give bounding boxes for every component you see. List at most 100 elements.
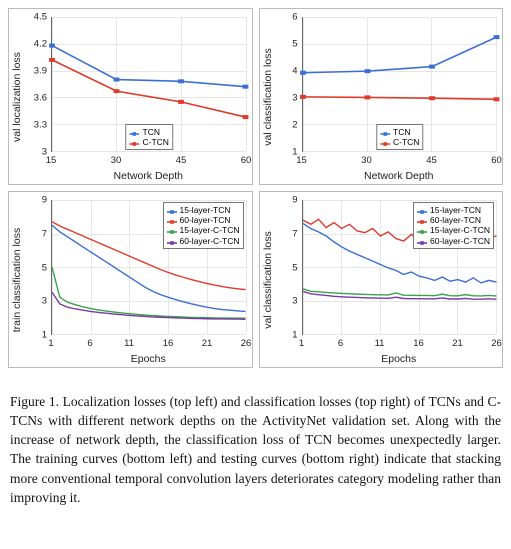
chart-legend: TCNC-TCN [376,124,423,150]
x-axis-label: Network Depth [51,170,246,182]
legend-swatch-icon [130,129,140,135]
x-axis-label: Epochs [302,353,497,365]
legend-swatch-icon [380,129,390,135]
legend-label: 60-layer-C-TCN [430,236,490,246]
chart-top-right: 12345615304560Network Depthval classific… [259,8,504,185]
legend-swatch-icon [167,207,177,213]
legend-label: TCN [143,127,160,137]
series-line [303,97,497,99]
x-axis-label: Epochs [51,353,246,365]
y-axis-label: train classification loss [11,227,23,331]
legend-label: C-TCN [143,137,169,147]
series-marker [49,58,55,62]
legend-item: 15-layer-TCN [417,205,490,215]
y-axis-label: val classification loss [262,231,274,328]
legend-item: 15-layer-C-TCN [167,225,240,235]
chart-top-left: 33.33.63.94.24.515304560Network Depthval… [8,8,253,185]
y-axis-label: val localization loss [11,52,23,142]
legend-item: 60-layer-C-TCN [167,236,240,246]
xtick-label: 16 [163,338,174,349]
series-marker [300,71,306,75]
series-line [52,60,246,117]
series-marker [243,85,249,89]
legend-swatch-icon [167,238,177,244]
legend-label: 15-layer-C-TCN [180,225,240,235]
legend-label: 15-layer-TCN [430,205,481,215]
xtick-label: 1 [299,338,304,349]
legend-label: 60-layer-TCN [180,215,231,225]
series-marker [493,35,499,39]
series-marker [243,115,249,119]
y-axis-label: val classification loss [262,48,274,145]
ytick-label: 6 [260,12,298,23]
series-marker [114,78,120,82]
legend-label: 60-layer-C-TCN [180,236,240,246]
xtick-label: 21 [202,338,213,349]
legend-item: C-TCN [130,137,169,147]
ytick-label: 1 [260,147,298,158]
legend-label: 60-layer-TCN [430,215,481,225]
legend-item: C-TCN [380,137,419,147]
series-marker [114,89,120,93]
ytick-label: 3 [9,147,47,158]
chart-bottom-right: 135791611162126Epochsval classification … [259,191,504,368]
legend-item: TCN [130,127,169,137]
chart-legend: 15-layer-TCN60-layer-TCN15-layer-C-TCN60… [413,202,494,249]
legend-label: C-TCN [393,137,419,147]
series-marker [364,95,370,99]
xtick-label: 6 [87,338,92,349]
legend-label: TCN [393,127,410,137]
legend-label: 15-layer-C-TCN [430,225,490,235]
ytick-label: 9 [260,195,298,206]
legend-item: TCN [380,127,419,137]
xtick-label: 45 [426,155,437,166]
legend-swatch-icon [417,238,427,244]
legend-swatch-icon [417,217,427,223]
series-line [52,46,246,87]
xtick-label: 15 [296,155,307,166]
legend-item: 60-layer-TCN [417,215,490,225]
xtick-label: 60 [491,155,502,166]
series-marker [178,100,184,104]
xtick-label: 26 [241,338,252,349]
ytick-label: 1 [260,330,298,341]
xtick-label: 60 [241,155,252,166]
xtick-label: 30 [361,155,372,166]
series-marker [429,65,435,69]
chart-bottom-left: 135791611162126Epochstrain classificatio… [8,191,253,368]
legend-swatch-icon [417,207,427,213]
xtick-label: 26 [491,338,502,349]
figure-charts: 33.33.63.94.24.515304560Network Depthval… [8,8,503,368]
series-line [303,289,497,296]
xtick-label: 11 [375,338,385,349]
legend-swatch-icon [167,227,177,233]
legend-swatch-icon [167,217,177,223]
series-marker [178,79,184,83]
legend-swatch-icon [417,227,427,233]
series-marker [300,95,306,99]
xtick-label: 16 [413,338,424,349]
legend-item: 60-layer-TCN [167,215,240,225]
legend-item: 15-layer-C-TCN [417,225,490,235]
series-marker [49,44,55,48]
figure-caption: Figure 1. Localization losses (top left)… [8,392,503,507]
series-marker [364,69,370,73]
legend-label: 15-layer-TCN [180,205,231,215]
chart-legend: TCNC-TCN [126,124,173,150]
xtick-label: 45 [176,155,187,166]
xtick-label: 21 [452,338,463,349]
xtick-label: 6 [338,338,343,349]
series-marker [429,96,435,100]
chart-legend: 15-layer-TCN60-layer-TCN15-layer-C-TCN60… [163,202,244,249]
xtick-label: 1 [48,338,53,349]
ytick-label: 9 [9,195,47,206]
series-line [303,37,497,73]
legend-swatch-icon [380,139,390,145]
legend-item: 15-layer-TCN [167,205,240,215]
xtick-label: 15 [46,155,57,166]
legend-swatch-icon [130,139,140,145]
legend-item: 60-layer-C-TCN [417,236,490,246]
xtick-label: 30 [111,155,122,166]
ytick-label: 4.5 [9,12,47,23]
ytick-label: 4.2 [9,39,47,50]
